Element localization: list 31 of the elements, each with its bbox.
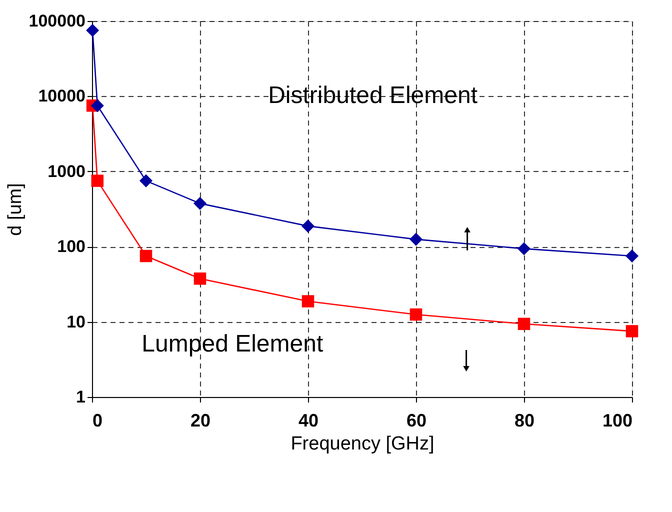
point (517, 242, 531, 256)
y-tick-label: 1 (76, 388, 86, 406)
point (625, 249, 639, 263)
x-axis-title: Frequency [GHz] (290, 434, 434, 454)
y-tick-label: 10000 (38, 86, 86, 106)
point (410, 308, 422, 321)
y-tick-label: 100 (57, 237, 86, 256)
point (90, 99, 104, 112)
point (626, 325, 638, 338)
y-tick-label: 1000 (48, 162, 86, 181)
point (139, 174, 153, 188)
point (91, 174, 104, 187)
y-tick-label: 100000 (28, 12, 86, 30)
y-axis-title: d [um] (4, 183, 26, 236)
point (518, 318, 530, 330)
x-tick-label: 60 (406, 410, 427, 430)
x-tick-label: 80 (514, 410, 535, 430)
x-tick-label: 0 (92, 410, 103, 430)
point (301, 220, 315, 233)
x-tick-label: 40 (298, 410, 319, 430)
x-tick-label: 20 (190, 410, 211, 430)
point (140, 250, 152, 262)
point (193, 196, 207, 210)
point (86, 24, 100, 37)
y-tick-label: 10 (66, 312, 86, 332)
annotation: Distributed Element (268, 82, 478, 110)
x-tick-label: 100 (602, 410, 632, 430)
point (194, 272, 206, 285)
point (409, 232, 423, 246)
annotation: Lumped Element (142, 330, 324, 358)
point (302, 295, 314, 308)
